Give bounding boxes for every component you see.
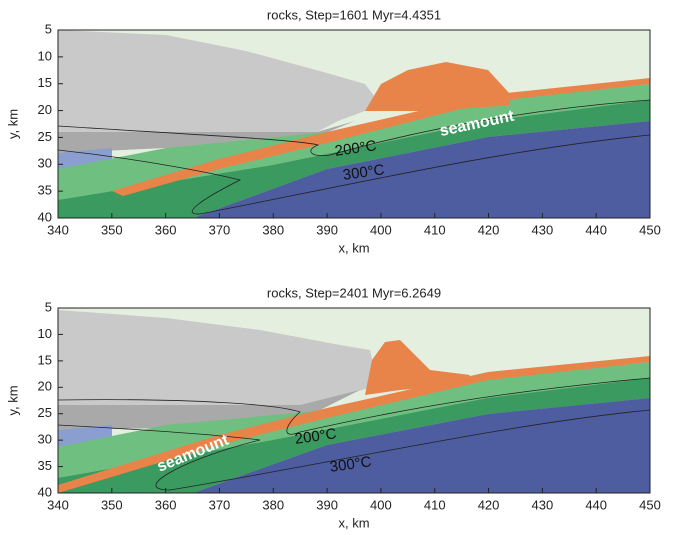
y-tick-label: 40 <box>38 209 52 224</box>
y-tick-label: 15 <box>38 75 52 90</box>
x-tick-label: 450 <box>639 222 661 237</box>
x-tick-label: 380 <box>262 222 284 237</box>
axes-frame <box>57 29 651 219</box>
chart-title: rocks, Step=2401 Myr=6.2649 <box>267 285 441 300</box>
x-tick-label: 400 <box>370 222 392 237</box>
y-tick-label: 10 <box>38 326 52 341</box>
x-tick-label: 370 <box>209 497 231 512</box>
x-tick-label: 360 <box>155 222 177 237</box>
x-tick-label: 340 <box>47 222 69 237</box>
x-tick-label: 410 <box>424 222 446 237</box>
y-tick-label: 5 <box>45 299 52 314</box>
x-axis-label: x, km <box>338 515 369 530</box>
x-tick-label: 410 <box>424 497 446 512</box>
x-tick-label: 370 <box>209 222 231 237</box>
x-tick-label: 420 <box>478 497 500 512</box>
y-tick-label: 20 <box>38 379 52 394</box>
y-tick-label: 5 <box>45 21 52 36</box>
x-tick-label: 390 <box>316 222 338 237</box>
rock-field <box>58 30 650 218</box>
y-axis-label: y, km <box>5 109 20 139</box>
x-axis-label: x, km <box>338 240 369 255</box>
annotation: 200°C <box>334 137 378 160</box>
x-tick-label: 350 <box>101 497 123 512</box>
y-tick-label: 40 <box>38 484 52 499</box>
x-tick-label: 430 <box>532 497 554 512</box>
annotation: 300°C <box>342 161 386 184</box>
x-tick-label: 420 <box>478 222 500 237</box>
x-tick-label: 350 <box>101 222 123 237</box>
y-tick-label: 35 <box>38 458 52 473</box>
axes-frame <box>57 307 651 494</box>
y-tick-label: 30 <box>38 432 52 447</box>
chart-title: rocks, Step=1601 Myr=4.4351 <box>267 7 441 22</box>
y-axis-label: y, km <box>5 385 20 415</box>
y-tick-label: 30 <box>38 156 52 171</box>
x-tick-label: 400 <box>370 497 392 512</box>
x-tick-label: 440 <box>585 497 607 512</box>
y-tick-label: 35 <box>38 183 52 198</box>
x-tick-label: 360 <box>155 497 177 512</box>
y-tick-label: 10 <box>38 48 52 63</box>
x-tick-label: 340 <box>47 497 69 512</box>
x-tick-label: 450 <box>639 497 661 512</box>
annotation: 200°C <box>294 425 338 448</box>
rock-field <box>58 308 650 493</box>
y-tick-label: 25 <box>38 129 52 144</box>
y-tick-label: 20 <box>38 102 52 117</box>
annotation: 300°C <box>329 453 373 476</box>
y-tick-label: 25 <box>38 405 52 420</box>
y-tick-label: 15 <box>38 352 52 367</box>
x-tick-label: 440 <box>585 222 607 237</box>
x-tick-label: 390 <box>316 497 338 512</box>
x-tick-label: 430 <box>532 222 554 237</box>
x-tick-label: 380 <box>262 497 284 512</box>
